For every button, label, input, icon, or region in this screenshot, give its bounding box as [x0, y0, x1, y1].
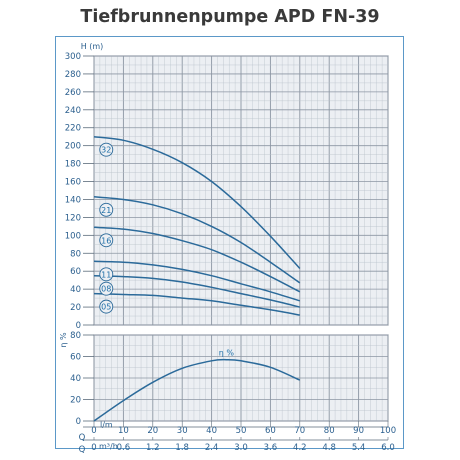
head-curve-08 — [93, 274, 300, 308]
x-tick-label-m3h: 3.0 — [234, 443, 248, 453]
curve-label-11: 11 — [101, 270, 111, 279]
curve-labels: 32 21 16 11 08 05 — [99, 142, 114, 314]
head-curve-11 — [93, 260, 301, 302]
efficiency-curve-line — [93, 358, 301, 422]
x-tick-label-lpm: 100 — [380, 426, 396, 436]
x-tick-label-lpm: 60 — [265, 426, 276, 436]
y-tick-label: 40 — [70, 285, 81, 295]
y-tick-label: 40 — [70, 374, 81, 384]
page-title: Tiefbrunnenpumpe APD FN-39 — [80, 7, 380, 27]
x-tick-label-lpm: 20 — [147, 426, 158, 436]
y-tick-label: 220 — [65, 124, 81, 134]
y-tick-label: 20 — [70, 396, 81, 406]
x-tick-label-lpm: 0 — [91, 426, 96, 436]
y-tick-label: 200 — [65, 142, 81, 152]
y-tick-label: 80 — [70, 249, 81, 259]
y-tick-label: 80 — [70, 331, 81, 341]
y-tick-label: 160 — [65, 178, 81, 188]
y-tick-label: 60 — [70, 267, 81, 277]
curve-label-21: 21 — [101, 206, 111, 215]
curve-label-circle-05 — [99, 299, 114, 314]
x-unit-m3h: m³/h — [99, 442, 118, 451]
curve-label-circle-21 — [99, 202, 114, 217]
efficiency-chart-grid — [93, 334, 389, 422]
curve-label-32: 32 — [101, 146, 111, 155]
x-tick-label-lpm: 40 — [206, 426, 217, 436]
y-tick-label: 0 — [76, 321, 81, 331]
curve-label-05: 05 — [101, 303, 111, 312]
head-curve-21 — [93, 196, 301, 284]
x-tick-label-m3h: 3.6 — [264, 443, 278, 453]
x-tick-label-m3h: 5.4 — [352, 443, 366, 453]
x-tick-label-lpm: 70 — [294, 426, 305, 436]
x-tick-label-m3h: 1.2 — [146, 443, 160, 453]
head-curves — [93, 135, 301, 316]
x-tick-label-m3h: 4.8 — [322, 443, 336, 453]
head-curve-05 — [93, 292, 300, 316]
y-tick-label: 20 — [70, 303, 81, 313]
efficiency-curve: η % — [93, 349, 301, 422]
x-tick-label-m3h: 4.2 — [293, 443, 307, 453]
efficiency-curve-label: η % — [219, 349, 235, 358]
y-tick-label: 260 — [65, 88, 81, 98]
y-tick-label: 0 — [76, 417, 81, 427]
head-chart-grid — [93, 55, 389, 326]
y-tick-label: 300 — [65, 52, 81, 62]
x-tick-label-m3h: 2.4 — [205, 443, 219, 453]
x-unit-lpm: l/m — [100, 421, 113, 430]
curve-label-16: 16 — [101, 236, 111, 245]
y-tick-label: 120 — [65, 213, 81, 223]
x-tick-label-lpm: 80 — [324, 426, 335, 436]
curve-label-circle-32 — [99, 142, 114, 157]
x-tick-label-lpm: 10 — [118, 426, 129, 436]
y-tick-label: 60 — [70, 353, 81, 363]
curve-label-circle-11 — [99, 267, 114, 282]
chart-frame — [55, 36, 404, 449]
head-curve-16 — [93, 226, 301, 293]
x-axis-label-q: Q — [79, 433, 86, 443]
x-tick-label-m3h: 1.8 — [175, 443, 189, 453]
y-tick-label: 140 — [65, 195, 81, 205]
curve-label-08: 08 — [101, 285, 111, 294]
y-tick-label: 240 — [65, 106, 81, 116]
head-curve-32 — [93, 135, 301, 270]
x-tick-label-lpm: 30 — [177, 426, 188, 436]
x-tick-label-m3h: 6.0 — [381, 443, 395, 453]
x-tick-label-lpm: 50 — [236, 426, 247, 436]
y-axis-label-head: H (m) — [81, 42, 104, 51]
y-axis-label-efficiency: η % — [59, 332, 68, 348]
y-tick-label: 100 — [65, 231, 81, 241]
x-tick-label-m3h: 0.6 — [117, 443, 131, 453]
x-axis-label-q: Q — [79, 445, 86, 455]
y-tick-label: 280 — [65, 70, 81, 80]
curve-label-circle-08 — [99, 281, 114, 296]
x-tick-label-lpm: 90 — [353, 426, 364, 436]
curve-label-circle-16 — [99, 233, 114, 248]
axis-ticks: 0204060801001201401601802002202402602803… — [59, 42, 396, 455]
y-tick-label: 180 — [65, 160, 81, 170]
x-tick-label-m3h: 0 — [91, 443, 96, 453]
